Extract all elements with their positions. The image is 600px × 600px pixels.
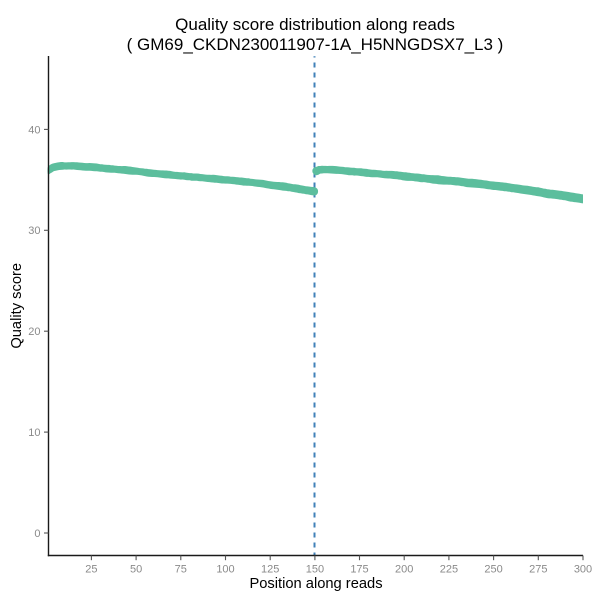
svg-text:40: 40 — [28, 124, 40, 136]
svg-text:0: 0 — [34, 528, 40, 540]
svg-text:300: 300 — [574, 564, 592, 576]
svg-text:10: 10 — [28, 427, 40, 439]
svg-text:( GM69_CKDN230011907-1A_H5NNGD: ( GM69_CKDN230011907-1A_H5NNGDSX7_L3 ) — [127, 35, 504, 54]
svg-text:225: 225 — [440, 564, 458, 576]
svg-text:Quality score: Quality score — [9, 263, 25, 349]
svg-text:125: 125 — [261, 564, 279, 576]
svg-text:Quality score distribution alo: Quality score distribution along reads — [175, 15, 455, 34]
svg-text:30: 30 — [28, 225, 40, 237]
svg-text:175: 175 — [350, 564, 368, 576]
svg-text:100: 100 — [216, 564, 234, 576]
svg-text:200: 200 — [395, 564, 413, 576]
svg-text:Position along reads: Position along reads — [249, 576, 382, 592]
svg-text:75: 75 — [175, 564, 187, 576]
svg-text:150: 150 — [306, 564, 324, 576]
svg-text:25: 25 — [85, 564, 97, 576]
svg-text:275: 275 — [529, 564, 547, 576]
svg-text:250: 250 — [484, 564, 502, 576]
svg-text:50: 50 — [130, 564, 142, 576]
svg-text:20: 20 — [28, 326, 40, 338]
